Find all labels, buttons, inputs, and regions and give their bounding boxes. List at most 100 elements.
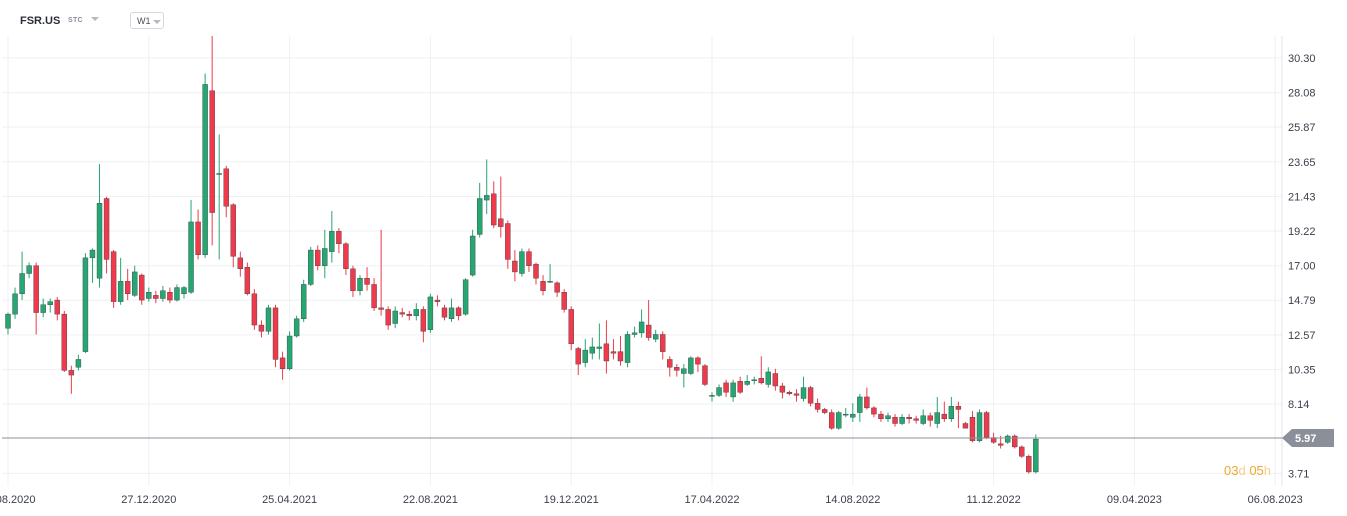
candle [82, 253, 89, 354]
candle-body [455, 307, 462, 316]
candle [61, 311, 68, 372]
x-tick-label: 30.08.2020 [0, 494, 36, 506]
candle-body [554, 282, 560, 293]
candle-body [371, 284, 377, 309]
candle [322, 229, 328, 279]
candle [244, 262, 251, 296]
candle [427, 293, 434, 333]
candle-body [660, 334, 666, 352]
candle [1026, 454, 1032, 474]
candle [124, 268, 131, 301]
candle-body [61, 313, 68, 371]
candle-body [153, 295, 159, 299]
candle-body [779, 385, 786, 393]
candle [814, 398, 821, 413]
candle [540, 275, 546, 296]
candle-body [406, 313, 412, 316]
candle-body [237, 257, 244, 270]
candle [793, 389, 800, 402]
candle-body [582, 349, 588, 363]
candle [1019, 445, 1025, 458]
candle [272, 304, 279, 368]
candle [681, 364, 687, 388]
candle [434, 295, 441, 307]
candle [807, 386, 814, 407]
y-tick-label: 28.08 [1288, 88, 1316, 100]
candle [491, 181, 497, 229]
candle [716, 384, 722, 397]
candle [969, 411, 976, 443]
candle-body [181, 287, 187, 295]
candle-body [399, 312, 405, 315]
candle [906, 414, 912, 424]
candle-body [167, 292, 173, 301]
y-tick-label: 10.35 [1288, 365, 1316, 377]
candle [293, 315, 300, 338]
candle-body [491, 193, 497, 226]
candle [843, 407, 849, 418]
candle [821, 407, 828, 415]
candle-body [596, 346, 603, 349]
candle-body [216, 173, 222, 175]
candle-body [117, 281, 124, 302]
candle-body [427, 296, 434, 330]
timeframe-label: W1 [137, 16, 151, 26]
candle [33, 262, 39, 335]
candle [406, 311, 412, 321]
candle [265, 304, 272, 335]
candle [188, 200, 194, 294]
candle [533, 262, 539, 285]
candle-body [624, 334, 631, 363]
candle-body [843, 413, 849, 416]
candle-body [160, 290, 166, 299]
timeframe-selector[interactable]: W1 [130, 12, 164, 29]
candle-body [695, 357, 701, 365]
candle [441, 304, 448, 321]
candle-body [75, 359, 82, 368]
candle-body [462, 279, 469, 315]
y-tick-label: 3.71 [1288, 468, 1309, 480]
candle [329, 211, 335, 263]
candle-body [174, 287, 180, 301]
candle [153, 290, 159, 304]
candle [519, 248, 525, 277]
y-tick-label: 19.22 [1288, 226, 1316, 238]
candle-body [378, 307, 384, 310]
instrument-type-selector[interactable]: STC [68, 17, 83, 24]
candle-body [758, 377, 764, 384]
candle [110, 250, 117, 308]
candle [103, 196, 110, 274]
candle [758, 356, 764, 385]
candle-body [68, 370, 75, 376]
candle [12, 287, 18, 319]
candle-body [603, 343, 610, 362]
candle-body [54, 299, 60, 315]
candle-body [188, 221, 194, 293]
candle [800, 376, 807, 402]
candle-body [392, 310, 398, 324]
x-tick-label: 19.12.2021 [544, 494, 599, 506]
candle [828, 409, 835, 430]
symbol-name: FSR.US [20, 15, 61, 27]
candle-body [223, 168, 229, 207]
candle [251, 289, 258, 330]
candle [350, 265, 356, 297]
candle-body [202, 84, 208, 255]
candle-body [1033, 438, 1039, 473]
candle-body [5, 313, 11, 329]
candle-body [674, 367, 680, 371]
candle-body [913, 418, 919, 421]
candle-body [836, 412, 842, 429]
chevron-down-icon[interactable] [91, 17, 99, 21]
candle-body [1019, 446, 1025, 457]
candle [392, 306, 398, 329]
time-axis: 30.08.2020 27.12.2020 25.04.2021 22.08.2021… [0, 494, 1303, 506]
candle [617, 336, 624, 366]
candle-body [927, 415, 933, 421]
candle-body [26, 265, 32, 274]
candle-body [737, 381, 743, 393]
candle-body [878, 413, 884, 420]
y-tick-label: 17.00 [1288, 261, 1316, 273]
candle [941, 401, 948, 422]
